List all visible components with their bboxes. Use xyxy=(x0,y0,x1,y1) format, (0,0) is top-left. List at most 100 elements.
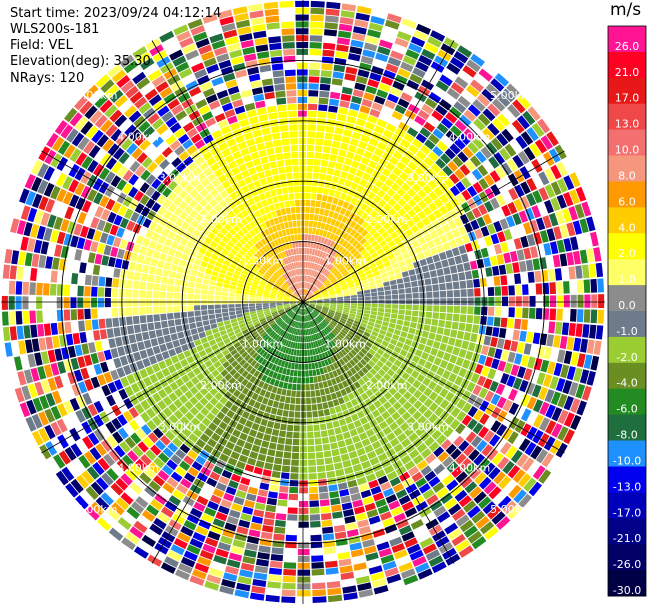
velocity-cell xyxy=(304,247,307,255)
velocity-cell xyxy=(368,22,383,32)
velocity-cell xyxy=(310,342,314,349)
velocity-cell xyxy=(303,275,305,282)
velocity-cell xyxy=(121,454,134,467)
velocity-cell xyxy=(221,469,233,479)
velocity-cell xyxy=(439,290,447,298)
velocity-cell xyxy=(365,269,372,276)
velocity-cell xyxy=(106,328,114,339)
velocity-cell xyxy=(311,397,317,404)
velocity-cell xyxy=(348,342,355,349)
velocity-cell xyxy=(380,272,388,279)
velocity-cell xyxy=(132,307,139,316)
velocity-cell xyxy=(311,186,318,193)
velocity-cell xyxy=(199,387,209,396)
velocity-cell xyxy=(488,297,495,306)
velocity-cell xyxy=(339,266,346,273)
velocity-cell xyxy=(168,495,182,507)
velocity-cell xyxy=(278,381,284,388)
velocity-cell xyxy=(391,411,401,421)
velocity-cell xyxy=(439,193,449,204)
velocity-cell xyxy=(437,469,450,481)
velocity-cell xyxy=(566,336,575,351)
velocity-cell xyxy=(308,284,313,290)
velocity-cell xyxy=(499,147,511,161)
velocity-cell xyxy=(324,29,338,37)
velocity-cell xyxy=(493,370,503,382)
velocity-cell xyxy=(207,364,216,373)
velocity-cell xyxy=(181,374,190,384)
velocity-cell xyxy=(296,35,309,42)
velocity-cell xyxy=(180,478,192,489)
velocity-cell xyxy=(483,257,491,268)
velocity-cell xyxy=(289,355,293,362)
velocity-cell xyxy=(215,511,228,522)
velocity-cell xyxy=(383,317,390,323)
velocity-cell xyxy=(91,275,99,286)
velocity-cell xyxy=(316,302,323,304)
velocity-cell xyxy=(374,213,383,222)
velocity-cell xyxy=(307,292,312,297)
velocity-cell xyxy=(350,398,359,407)
velocity-cell xyxy=(245,334,253,341)
velocity-cell xyxy=(316,221,322,229)
velocity-cell xyxy=(317,282,323,288)
velocity-cell xyxy=(350,39,364,48)
velocity-cell xyxy=(420,79,434,91)
velocity-cell xyxy=(219,396,228,405)
velocity-cell xyxy=(206,574,222,585)
velocity-cell xyxy=(440,117,453,129)
velocity-cell xyxy=(461,414,472,426)
velocity-cell xyxy=(90,481,104,496)
velocity-cell xyxy=(343,307,350,311)
velocity-cell xyxy=(462,402,472,414)
velocity-cell xyxy=(314,333,319,340)
velocity-cell xyxy=(289,369,294,377)
velocity-cell xyxy=(340,281,347,286)
velocity-cell xyxy=(411,183,422,193)
velocity-cell xyxy=(150,258,158,267)
velocity-cell xyxy=(459,164,471,176)
velocity-cell xyxy=(315,242,320,250)
velocity-cell xyxy=(319,285,325,291)
velocity-cell xyxy=(555,378,566,392)
velocity-cell xyxy=(510,226,519,239)
velocity-cell xyxy=(186,355,195,364)
velocity-cell xyxy=(327,587,342,596)
velocity-cell xyxy=(220,499,232,509)
velocity-cell xyxy=(204,507,217,517)
velocity-cell xyxy=(298,302,303,307)
velocity-cell xyxy=(354,281,362,287)
velocity-cell xyxy=(298,356,302,363)
velocity-cell xyxy=(495,383,506,395)
velocity-cell xyxy=(337,440,346,448)
velocity-cell xyxy=(387,93,399,104)
velocity-cell xyxy=(421,265,429,273)
velocity-cell xyxy=(239,338,247,345)
velocity-cell xyxy=(174,420,185,431)
velocity-cell xyxy=(308,294,314,299)
velocity-cell xyxy=(289,341,294,348)
velocity-cell xyxy=(303,308,304,315)
velocity-cell xyxy=(181,317,189,325)
velocity-cell xyxy=(482,213,492,225)
velocity-cell xyxy=(528,307,536,319)
velocity-cell xyxy=(436,487,449,499)
velocity-cell xyxy=(511,119,525,134)
velocity-cell xyxy=(408,269,416,276)
velocity-cell xyxy=(369,219,378,227)
velocity-cell xyxy=(480,247,489,258)
velocity-cell xyxy=(401,531,415,542)
velocity-cell xyxy=(569,189,580,205)
velocity-cell xyxy=(313,424,320,432)
velocity-cell xyxy=(165,374,175,385)
velocity-cell xyxy=(184,411,195,421)
velocity-cell xyxy=(426,339,434,347)
velocity-cell xyxy=(368,160,378,169)
velocity-cell xyxy=(355,75,368,85)
velocity-cell xyxy=(104,287,112,297)
velocity-cell xyxy=(457,225,467,236)
velocity-cell xyxy=(352,175,361,184)
velocity-cell xyxy=(386,13,402,24)
velocity-cell xyxy=(313,309,320,314)
velocity-cell xyxy=(313,355,318,362)
